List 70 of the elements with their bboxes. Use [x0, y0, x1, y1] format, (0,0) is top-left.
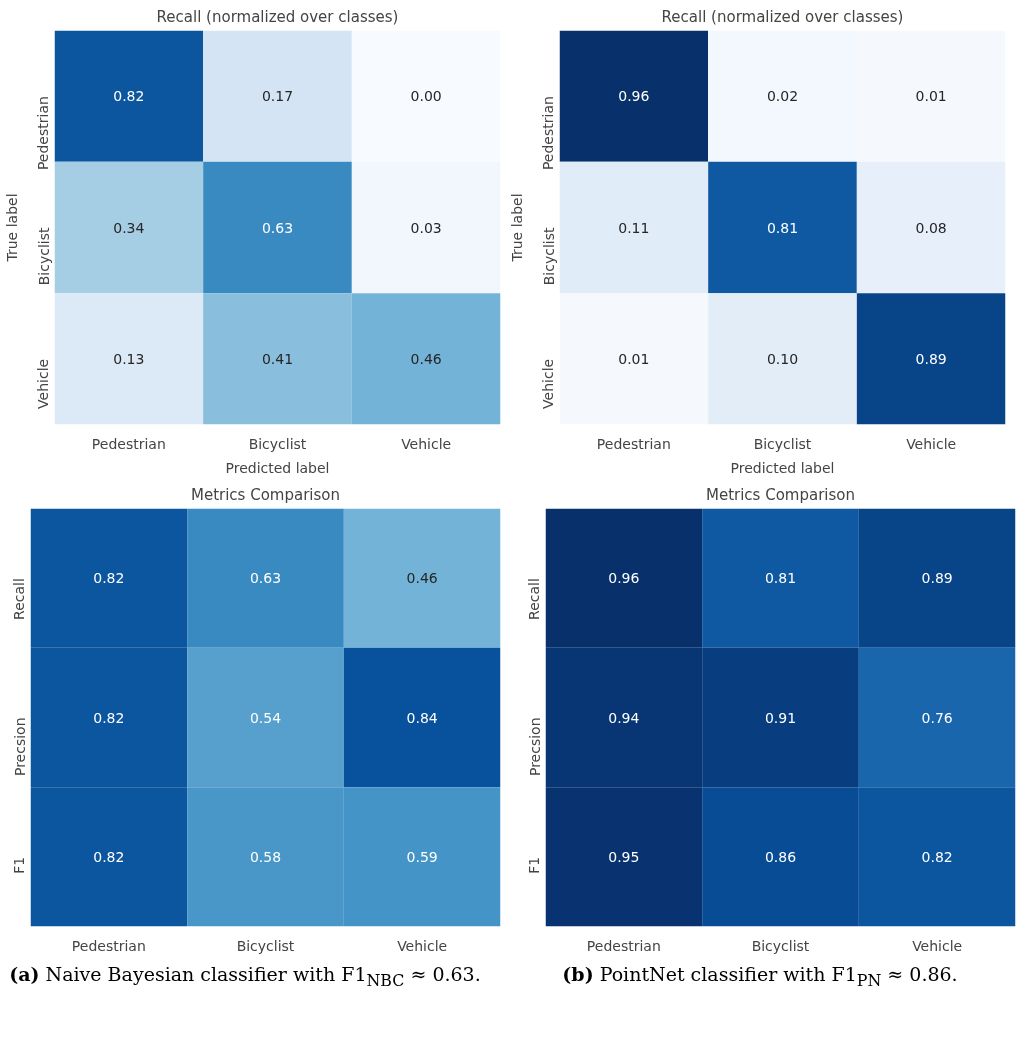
x-tick-label: Bicyclist	[753, 435, 812, 452]
data-label: 0.81	[766, 219, 799, 236]
data-label: 0.46	[406, 570, 438, 587]
data-label: 0.34	[113, 219, 145, 236]
data-label: 0.63	[261, 219, 294, 236]
x-tick-label: Pedestrian	[596, 435, 671, 452]
x-axis-title: Predicted label	[225, 459, 330, 476]
y-tick-label: Vehicle	[35, 358, 52, 409]
y-tick-label: Bicyclist	[35, 226, 52, 286]
x-tick-label: Vehicle	[912, 937, 963, 954]
data-label: 0.17	[261, 88, 294, 105]
y-tick-label: Pedestrian	[540, 96, 557, 171]
chart-title: Recall (normalized over classes)	[661, 7, 904, 26]
data-label: 0.01	[915, 88, 947, 105]
x-axis-title: Predicted label	[730, 459, 835, 476]
data-label: 0.76	[921, 709, 953, 726]
y-tick-label: F1	[526, 856, 543, 874]
data-label: 0.82	[113, 88, 145, 105]
y-axis-title: True label	[3, 193, 20, 263]
y-tick-label: Recall	[11, 578, 28, 620]
data-label: 0.89	[921, 570, 953, 587]
x-tick-label: Vehicle	[397, 937, 448, 954]
data-label: 0.01	[618, 350, 650, 367]
data-label: 0.41	[261, 350, 294, 367]
y-tick-label: Bicyclist	[540, 226, 557, 286]
text: (a) Naive Bayesian classifier with F1$_{NBC}$ ≈ 0.63.	[8, 962, 482, 992]
data-label: 0.58	[249, 848, 282, 865]
data-label: 0.81	[764, 570, 797, 587]
y-tick-label: Pedestrian	[35, 96, 52, 171]
data-label: 0.96	[608, 570, 640, 587]
y-tick-label: Recall	[526, 578, 543, 620]
data-label: 0.82	[921, 848, 953, 865]
y-tick-label: Precsion	[11, 717, 28, 777]
chart-title: Recall (normalized over classes)	[156, 7, 399, 26]
data-label: 0.11	[618, 219, 650, 236]
data-label: 0.82	[93, 709, 125, 726]
data-label: 0.13	[113, 350, 145, 367]
data-label: 0.95	[608, 848, 640, 865]
text: (b) PointNet classifier with F1$_{PN}$ ≈ 0.86.	[561, 962, 959, 992]
data-label: 0.82	[93, 848, 125, 865]
data-label: 0.86	[764, 848, 797, 865]
data-label: 0.94	[608, 709, 640, 726]
data-label: 0.84	[406, 709, 438, 726]
y-tick-label: F1	[11, 856, 28, 874]
x-tick-label: Pedestrian	[91, 435, 166, 452]
data-label: 0.54	[249, 709, 282, 726]
x-tick-label: Bicyclist	[236, 937, 295, 954]
data-label: 0.91	[764, 709, 797, 726]
x-tick-label: Pedestrian	[586, 937, 661, 954]
data-label: 0.00	[410, 88, 442, 105]
x-tick-label: Pedestrian	[71, 937, 146, 954]
data-label: 0.82	[93, 570, 125, 587]
chart-title: Metrics Comparison	[705, 485, 856, 504]
y-tick-label: Vehicle	[540, 358, 557, 409]
x-tick-label: Vehicle	[906, 435, 957, 452]
data-label: 0.63	[249, 570, 282, 587]
data-label: 0.02	[766, 88, 799, 105]
chart-title: Metrics Comparison	[190, 485, 341, 504]
data-label: 0.96	[618, 88, 650, 105]
data-label: 0.10	[766, 350, 799, 367]
x-tick-label: Bicyclist	[751, 937, 810, 954]
y-tick-label: Precsion	[526, 717, 543, 777]
data-label: 0.46	[410, 350, 442, 367]
data-label: 0.03	[410, 219, 442, 236]
data-label: 0.08	[915, 219, 947, 236]
x-tick-label: Vehicle	[401, 435, 452, 452]
data-label: 0.89	[915, 350, 947, 367]
data-label: 0.59	[406, 848, 438, 865]
y-axis-title: True label	[508, 193, 525, 263]
x-tick-label: Bicyclist	[248, 435, 307, 452]
